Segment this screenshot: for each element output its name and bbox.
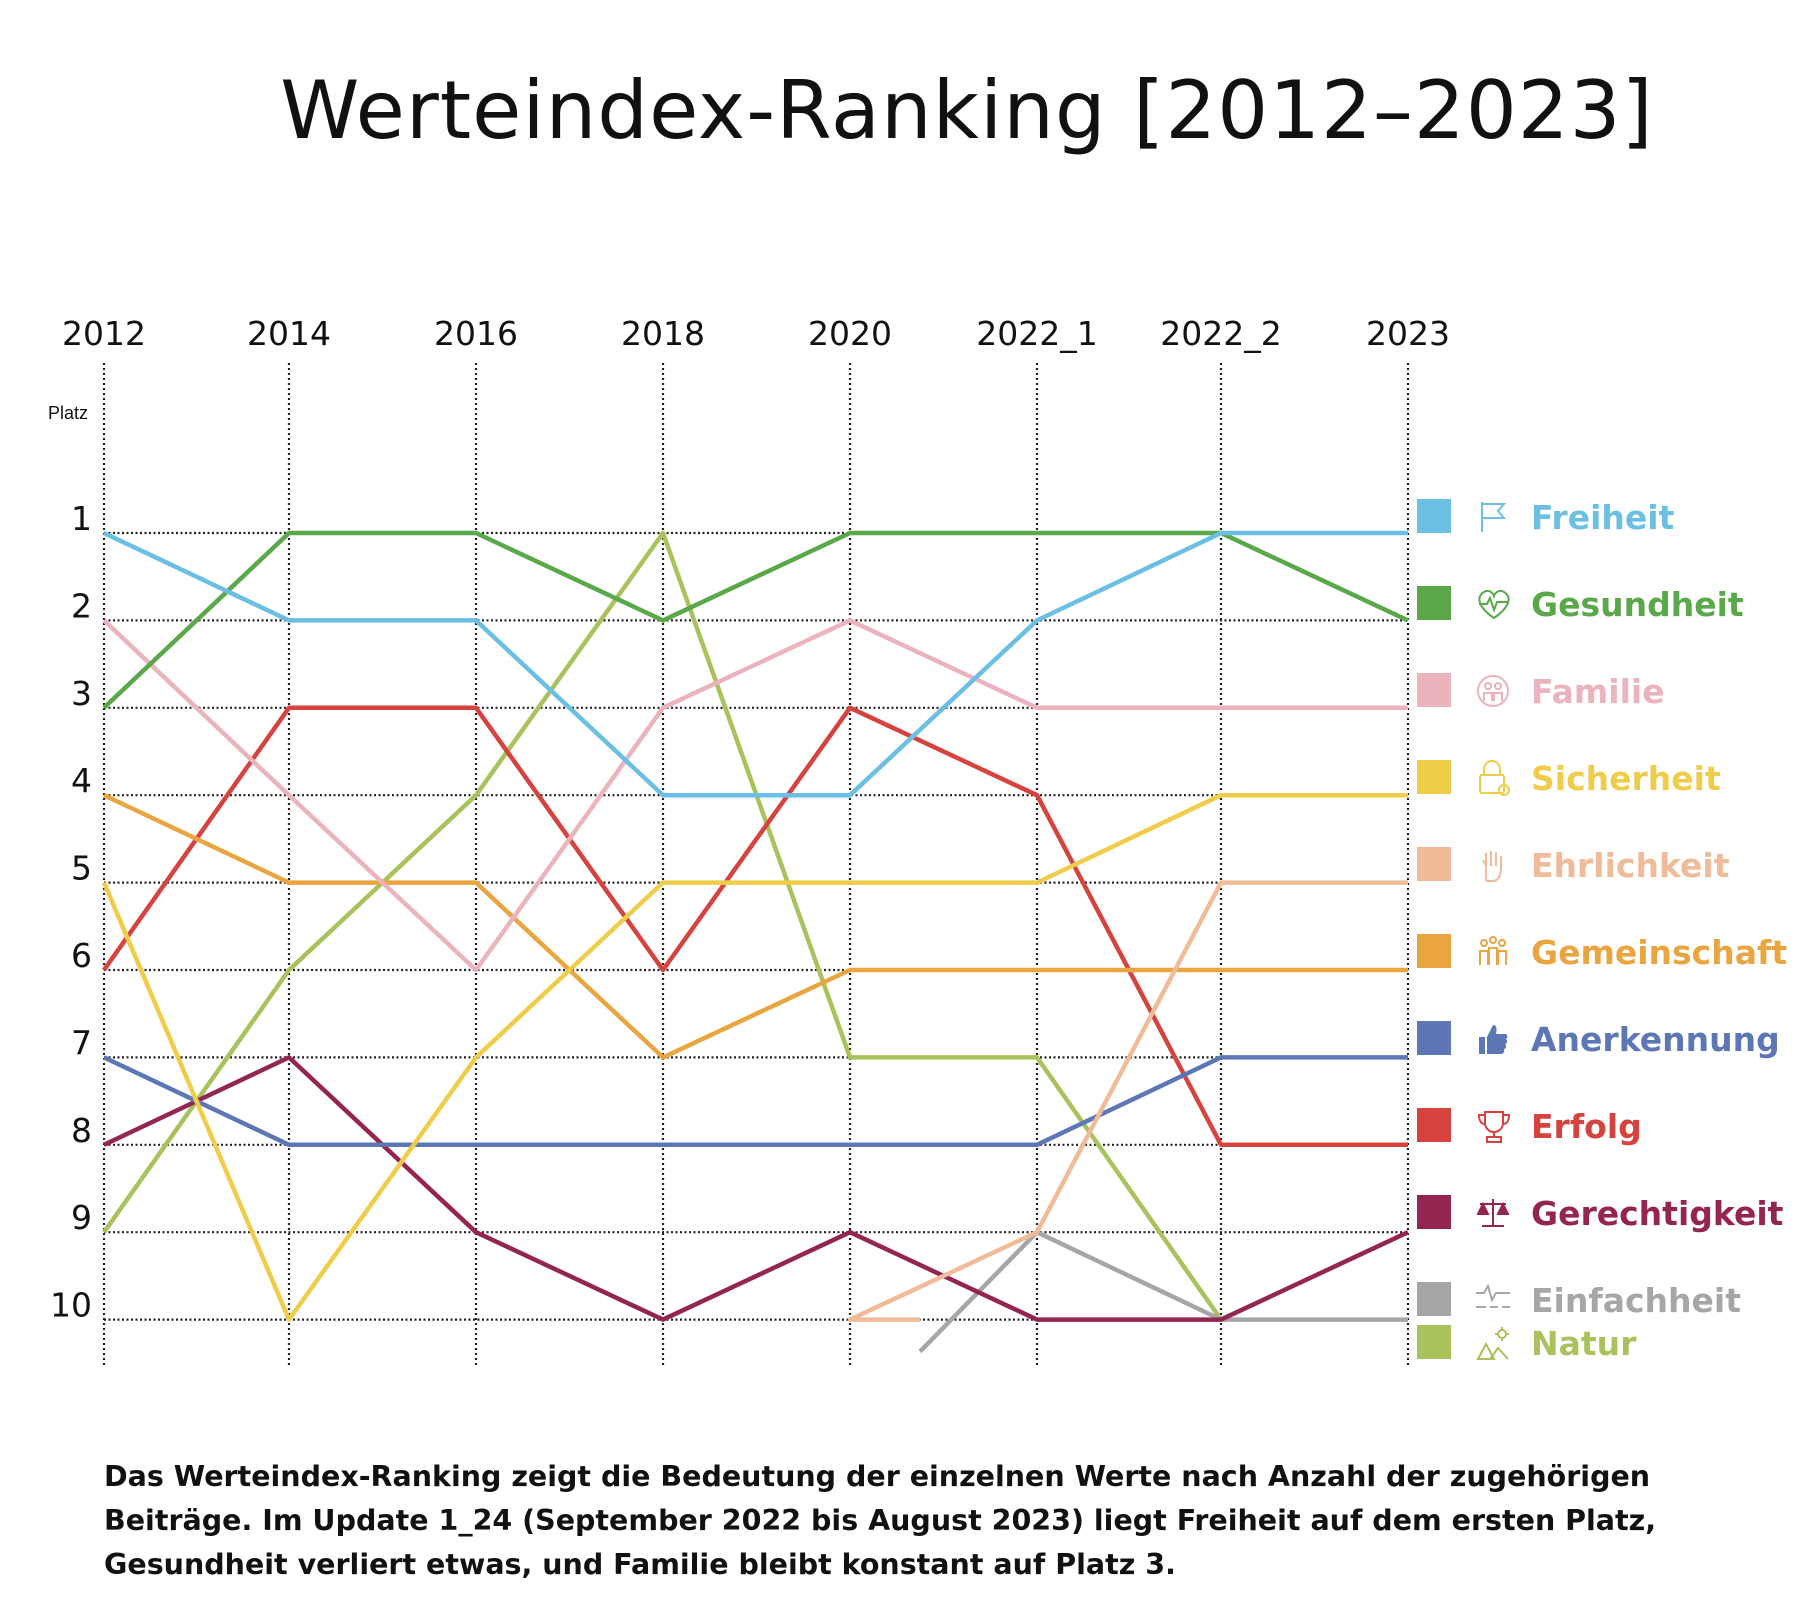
y-tick-label: 8 bbox=[71, 1111, 92, 1150]
trophy-icon bbox=[1477, 1111, 1511, 1143]
legend-swatch bbox=[1417, 586, 1451, 620]
axis-labels: 2012 2014 2016 2018 2020 2022_1 2022_2 2023 Plat… bbox=[48, 314, 1450, 1325]
y-tick-label: 5 bbox=[71, 849, 92, 888]
legend-swatch bbox=[1417, 760, 1451, 794]
chart-title: Werteindex-Ranking [2012–2023] bbox=[280, 64, 1654, 157]
legend-item-ehrlichkeit: Ehrlichkeit bbox=[1417, 846, 1730, 885]
series-line-anerkennung bbox=[103, 1055, 1408, 1148]
scales-icon bbox=[1476, 1199, 1510, 1227]
legend-label: Gerechtigkeit bbox=[1531, 1194, 1784, 1233]
y-tick-label: 2 bbox=[71, 586, 92, 625]
legend: Freiheit Gesundheit Familie Sicherheit Ehrli… bbox=[1417, 498, 1787, 1363]
legend-label: Einfachheit bbox=[1531, 1281, 1741, 1320]
y-tick-label: 10 bbox=[50, 1286, 92, 1325]
x-tick-label: 2023 bbox=[1366, 314, 1450, 353]
series-lines bbox=[101, 530, 1409, 1354]
legend-item-gemeinschaft: Gemeinschaft bbox=[1417, 933, 1787, 972]
x-tick-label: 2014 bbox=[247, 314, 331, 353]
legend-label: Freiheit bbox=[1531, 498, 1675, 537]
series-line-sicherheit bbox=[101, 792, 1408, 1322]
legend-swatch bbox=[1417, 1195, 1451, 1229]
y-tick-label: 6 bbox=[71, 936, 92, 975]
legend-label: Ehrlichkeit bbox=[1531, 846, 1730, 885]
series-line-familie bbox=[102, 618, 1408, 973]
series-line-erfolg bbox=[102, 705, 1408, 1148]
legend-item-freiheit: Freiheit bbox=[1417, 498, 1675, 537]
legend-label: Sicherheit bbox=[1531, 759, 1721, 798]
legend-label: Gemeinschaft bbox=[1531, 933, 1787, 972]
legend-swatch bbox=[1417, 1108, 1451, 1142]
legend-swatch bbox=[1417, 499, 1451, 533]
x-tick-label: 2020 bbox=[808, 314, 892, 353]
series-line-gemeinschaft bbox=[103, 793, 1408, 1060]
balance-line-icon bbox=[1476, 1283, 1510, 1308]
nature-icon bbox=[1476, 1327, 1509, 1360]
legend-label: Anerkennung bbox=[1531, 1020, 1780, 1059]
series-line-freiheit bbox=[103, 530, 1408, 798]
flag-icon bbox=[1481, 502, 1507, 532]
legend-item-sicherheit: Sicherheit bbox=[1417, 759, 1721, 798]
series-line-natur bbox=[102, 530, 1223, 1321]
legend-item-erfolg: Erfolg bbox=[1417, 1107, 1642, 1146]
legend-label: Familie bbox=[1531, 672, 1665, 711]
y-tick-label: 9 bbox=[71, 1198, 92, 1237]
hand-icon bbox=[1482, 851, 1502, 882]
series-line-gesundheit bbox=[102, 530, 1409, 710]
legend-swatch bbox=[1417, 1021, 1451, 1055]
legend-item-gesundheit: Gesundheit bbox=[1417, 585, 1744, 624]
y-axis-label: Platz bbox=[48, 403, 88, 423]
series-line-gerechtigkeit bbox=[103, 1055, 1409, 1322]
grid-lines bbox=[102, 363, 1410, 1367]
people-icon bbox=[1479, 936, 1507, 965]
series-line-ehrlichkeit bbox=[847, 880, 1408, 1322]
series-line-einfachheit bbox=[918, 1229, 1408, 1354]
family-icon bbox=[1477, 675, 1509, 707]
legend-swatch bbox=[1417, 934, 1451, 968]
x-tick-label: 2018 bbox=[621, 314, 705, 353]
thumbs-up-icon bbox=[1479, 1025, 1508, 1054]
x-tick-label: 2022_1 bbox=[976, 314, 1097, 353]
legend-item-einfachheit: Einfachheit bbox=[1417, 1281, 1741, 1320]
x-tick-label: 2012 bbox=[62, 314, 146, 353]
legend-swatch bbox=[1417, 1282, 1451, 1316]
legend-swatch bbox=[1417, 673, 1451, 707]
legend-label: Erfolg bbox=[1531, 1107, 1642, 1146]
y-tick-label: 1 bbox=[71, 499, 92, 538]
legend-label: Gesundheit bbox=[1531, 585, 1744, 624]
x-tick-label: 2016 bbox=[434, 314, 518, 353]
y-tick-label: 7 bbox=[71, 1023, 92, 1062]
legend-item-natur: Natur bbox=[1417, 1324, 1637, 1363]
chart-caption: Das Werteindex-Ranking zeigt die Bedeutu… bbox=[104, 1460, 1657, 1581]
legend-swatch bbox=[1417, 847, 1451, 881]
heart-pulse-icon bbox=[1478, 589, 1510, 620]
x-tick-label: 2022_2 bbox=[1160, 314, 1281, 353]
lock-icon bbox=[1479, 760, 1510, 796]
y-tick-label: 3 bbox=[71, 674, 92, 713]
legend-item-anerkennung: Anerkennung bbox=[1417, 1020, 1780, 1059]
legend-item-gerechtigkeit: Gerechtigkeit bbox=[1417, 1194, 1784, 1233]
legend-swatch bbox=[1417, 1325, 1451, 1359]
legend-item-familie: Familie bbox=[1417, 672, 1665, 711]
legend-label: Natur bbox=[1531, 1324, 1637, 1363]
y-tick-label: 4 bbox=[71, 761, 92, 800]
